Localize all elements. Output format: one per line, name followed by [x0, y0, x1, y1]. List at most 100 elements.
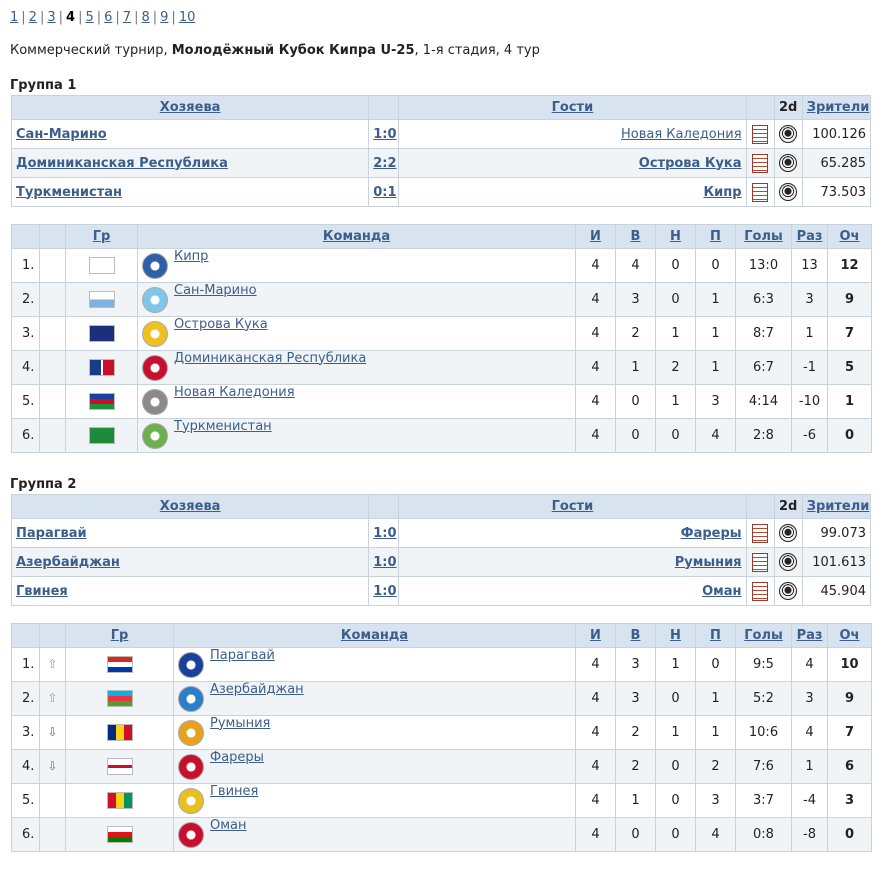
- won: 2: [615, 316, 656, 351]
- trend-cell: ⇩: [39, 749, 66, 784]
- points-header[interactable]: Оч: [827, 623, 872, 648]
- goals-header[interactable]: Голы: [735, 224, 792, 249]
- team-link[interactable]: Парагвай: [210, 647, 275, 663]
- match-2d-cell: [773, 148, 803, 178]
- played: 4: [575, 418, 616, 453]
- team-link[interactable]: Острова Кука: [174, 316, 268, 332]
- drawn: 0: [655, 783, 696, 818]
- match-score-link[interactable]: 0:1: [373, 184, 397, 200]
- report-icon[interactable]: [752, 552, 769, 572]
- match-2d-cell: [773, 576, 803, 606]
- pager-round-link[interactable]: 2: [28, 10, 37, 25]
- won-header[interactable]: В: [615, 623, 656, 648]
- group-header[interactable]: Гр: [65, 623, 174, 648]
- home-team-link[interactable]: Сан-Марино: [16, 126, 107, 142]
- arrow-up-icon: ⇧: [47, 691, 58, 705]
- team-link[interactable]: Фареры: [210, 749, 264, 765]
- points-header[interactable]: Оч: [827, 224, 872, 249]
- flag-cell: [65, 248, 138, 283]
- match-score-link[interactable]: 1:0: [373, 525, 397, 541]
- trend-cell: [39, 248, 66, 283]
- match-score-link[interactable]: 2:2: [373, 155, 397, 171]
- soccer-ball-icon[interactable]: [779, 154, 798, 172]
- team-link[interactable]: Доминиканская Республика: [174, 350, 367, 366]
- report-icon[interactable]: [752, 124, 769, 144]
- home-header[interactable]: Хозяева: [10, 494, 370, 519]
- pager-round-link[interactable]: 1: [10, 10, 19, 25]
- away-team: Кипр: [398, 177, 747, 207]
- match-score-link[interactable]: 1:0: [373, 583, 397, 599]
- soccer-ball-icon[interactable]: [779, 183, 798, 201]
- team-link[interactable]: Кипр: [174, 248, 209, 264]
- spectators-header[interactable]: Зрители: [801, 494, 872, 519]
- pager-round-link[interactable]: 3: [47, 10, 56, 25]
- played: 4: [575, 715, 616, 750]
- position: 2.: [11, 681, 40, 716]
- team-link[interactable]: Туркменистан: [174, 418, 272, 434]
- lost: 2: [695, 749, 736, 784]
- pager-round-link[interactable]: 8: [141, 10, 150, 25]
- away-team-link[interactable]: Кипр: [703, 184, 742, 200]
- country-flag-icon: [88, 325, 115, 342]
- team-link[interactable]: Гвинея: [210, 783, 259, 799]
- soccer-ball-icon[interactable]: [779, 524, 798, 542]
- diff-header[interactable]: Раз: [791, 224, 828, 249]
- soccer-ball-icon[interactable]: [779, 582, 798, 600]
- home-team-link[interactable]: Гвинея: [16, 583, 68, 599]
- pager-round-link[interactable]: 9: [160, 10, 169, 25]
- spectators-header[interactable]: Зрители: [801, 95, 872, 120]
- pager-round-link[interactable]: 10: [178, 10, 196, 25]
- away-team-link[interactable]: Оман: [702, 583, 742, 599]
- home-team-link[interactable]: Туркменистан: [16, 184, 122, 200]
- drawn: 0: [655, 282, 696, 317]
- away-team-link[interactable]: Румыния: [674, 554, 742, 570]
- team-header[interactable]: Команда: [173, 623, 576, 648]
- team-link[interactable]: Сан-Марино: [174, 282, 257, 298]
- country-flag-icon: [88, 257, 115, 274]
- match-row: Туркменистан 0:1 Кипр 73.503: [10, 177, 872, 207]
- away-header[interactable]: Гости: [398, 494, 747, 519]
- soccer-ball-icon[interactable]: [779, 125, 798, 143]
- group-header[interactable]: Гр: [65, 224, 138, 249]
- drawn-header[interactable]: Н: [655, 623, 696, 648]
- team-link[interactable]: Оман: [210, 817, 247, 833]
- standings-row: 5. Новая Каледония 4 0 1 3 4:14 -10 1: [11, 384, 872, 419]
- home-header[interactable]: Хозяева: [10, 95, 370, 120]
- played-header[interactable]: И: [575, 623, 616, 648]
- report-icon[interactable]: [752, 182, 769, 202]
- team-link[interactable]: Новая Каледония: [174, 384, 295, 400]
- match-score-link[interactable]: 1:0: [373, 554, 397, 570]
- goals: 6:7: [735, 350, 792, 385]
- report-icon[interactable]: [752, 523, 769, 543]
- home-team-link[interactable]: Парагвай: [16, 525, 87, 541]
- match-score-link[interactable]: 1:0: [373, 126, 397, 142]
- pager-round-link[interactable]: 5: [85, 10, 94, 25]
- goals-header[interactable]: Голы: [735, 623, 792, 648]
- lost: 1: [695, 350, 736, 385]
- lost: 1: [695, 316, 736, 351]
- position: 1.: [11, 647, 40, 682]
- team-link[interactable]: Румыния: [210, 715, 271, 731]
- trend-cell: ⇧: [39, 681, 66, 716]
- away-team-link[interactable]: Новая Каледония: [621, 126, 742, 142]
- won-header[interactable]: В: [615, 224, 656, 249]
- goal-diff: 4: [791, 715, 828, 750]
- away-team-link[interactable]: Фареры: [680, 525, 742, 541]
- lost-header[interactable]: П: [695, 224, 736, 249]
- lost-header[interactable]: П: [695, 623, 736, 648]
- away-header[interactable]: Гости: [398, 95, 747, 120]
- pager-round-link[interactable]: 7: [122, 10, 132, 25]
- diff-header[interactable]: Раз: [791, 623, 828, 648]
- home-team-link[interactable]: Доминиканская Республика: [16, 155, 228, 171]
- away-team-link[interactable]: Острова Кука: [638, 155, 742, 171]
- team-link[interactable]: Азербайджан: [210, 681, 304, 697]
- report-icon[interactable]: [752, 581, 769, 601]
- drawn-header[interactable]: Н: [655, 224, 696, 249]
- pager-round-link[interactable]: 6: [104, 10, 113, 25]
- soccer-ball-icon[interactable]: [779, 553, 798, 571]
- home-team-link[interactable]: Азербайджан: [16, 554, 120, 570]
- position: 4.: [11, 350, 40, 385]
- played-header[interactable]: И: [575, 224, 616, 249]
- report-icon[interactable]: [752, 153, 769, 173]
- team-header[interactable]: Команда: [137, 224, 576, 249]
